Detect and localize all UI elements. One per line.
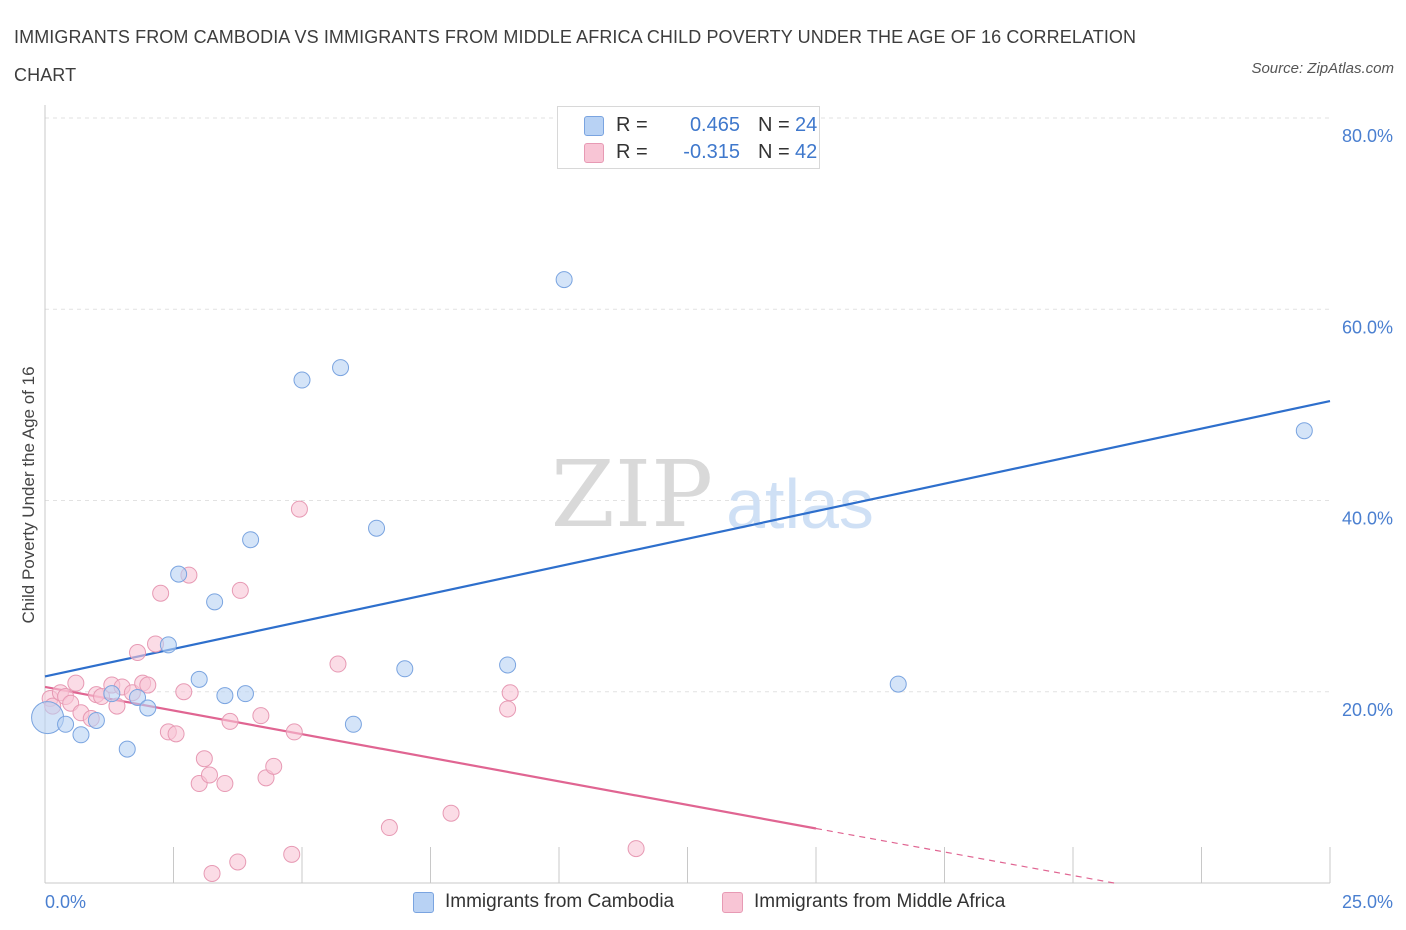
- point-africa: [195, 750, 213, 768]
- point-africa: [200, 766, 218, 784]
- y-tick-label: 80.0%: [1342, 126, 1393, 146]
- tick-labels: 20.0% 40.0% 60.0% 80.0% 0.0% 25.0%: [45, 126, 1393, 912]
- watermark: ZIP atlas: [551, 441, 874, 548]
- point-cambodia: [206, 593, 224, 611]
- r-label: R =: [616, 141, 648, 163]
- point-cambodia: [72, 726, 90, 744]
- x-tick-label: 0.0%: [45, 892, 86, 912]
- point-cambodia: [139, 699, 157, 717]
- point-cambodia: [103, 685, 121, 703]
- point-africa: [221, 712, 239, 730]
- point-africa: [229, 853, 247, 871]
- point-africa: [285, 723, 303, 741]
- point-cambodia: [555, 271, 573, 289]
- point-cambodia: [1295, 422, 1313, 440]
- point-africa: [139, 676, 157, 694]
- n-value-cambodia: 24: [795, 114, 818, 136]
- point-cambodia: [216, 687, 234, 705]
- legend-item-cambodia[interactable]: Immigrants from Cambodia: [413, 889, 713, 915]
- data-points: [31, 271, 1313, 882]
- point-cambodia: [118, 740, 136, 758]
- point-cambodia: [368, 519, 386, 537]
- point-africa: [252, 707, 270, 725]
- point-africa: [499, 700, 517, 718]
- n-label: N =: [758, 114, 790, 136]
- point-cambodia: [87, 711, 105, 729]
- point-africa: [501, 684, 519, 702]
- point-cambodia: [170, 565, 188, 583]
- trend-line-cambodia: [44, 399, 1331, 678]
- source-label: Source: ZipAtlas.com: [1251, 60, 1394, 77]
- axes: [44, 105, 1331, 884]
- point-cambodia: [889, 675, 907, 693]
- point-cambodia: [159, 636, 177, 654]
- point-cambodia: [293, 371, 311, 389]
- y-tick-label: 40.0%: [1342, 509, 1393, 529]
- africa-swatch: [584, 143, 604, 163]
- point-cambodia: [129, 688, 147, 706]
- r-label: R =: [616, 114, 648, 136]
- point-cambodia: [236, 685, 254, 703]
- cambodia-swatch: [413, 892, 434, 913]
- point-africa: [67, 674, 85, 692]
- grid-lines: [45, 117, 1330, 693]
- trend-line-africa: [44, 685, 817, 830]
- point-africa: [290, 500, 308, 518]
- point-africa: [627, 840, 645, 858]
- point-cambodia: [332, 359, 350, 377]
- point-cambodia: [499, 656, 517, 674]
- point-africa: [216, 775, 234, 793]
- point-africa: [152, 584, 170, 602]
- x-tick-label: 25.0%: [1342, 892, 1393, 912]
- point-cambodia: [57, 715, 75, 733]
- point-africa: [380, 819, 398, 837]
- point-cambodia: [190, 670, 208, 688]
- trend-line-africa-extension: [815, 827, 1115, 884]
- r-value-cambodia: 0.465: [689, 114, 740, 136]
- point-africa: [442, 804, 460, 822]
- y-tick-label: 20.0%: [1342, 700, 1393, 720]
- point-africa: [265, 757, 283, 775]
- legend-label-africa: Immigrants from Middle Africa: [754, 891, 1006, 912]
- y-tick-label: 60.0%: [1342, 317, 1393, 337]
- legend-label-cambodia: Immigrants from Cambodia: [445, 891, 675, 912]
- cambodia-swatch: [584, 116, 604, 136]
- n-label: N =: [758, 141, 790, 163]
- point-africa: [329, 655, 347, 673]
- point-africa: [167, 725, 185, 743]
- watermark-zip: ZIP: [551, 441, 713, 548]
- point-cambodia: [396, 660, 414, 678]
- point-cambodia: [242, 531, 260, 549]
- stats-legend: R = 0.465 N = 24 R = -0.315 N = 42: [557, 106, 820, 169]
- point-africa: [283, 845, 301, 863]
- n-value-africa: 42: [795, 141, 818, 163]
- point-africa: [175, 683, 193, 701]
- point-africa: [231, 581, 249, 599]
- r-value-africa: -0.315: [683, 141, 740, 163]
- point-cambodia: [344, 715, 362, 733]
- chart-title: IMMIGRANTS FROM CAMBODIA VS IMMIGRANTS F…: [14, 27, 1137, 85]
- y-axis-label: Child Poverty Under the Age of 16: [19, 366, 38, 623]
- point-africa: [129, 644, 147, 662]
- legend-item-africa[interactable]: Immigrants from Middle Africa: [722, 889, 1042, 915]
- trend-lines: [44, 399, 1331, 884]
- africa-swatch: [722, 892, 743, 913]
- point-africa: [203, 864, 221, 882]
